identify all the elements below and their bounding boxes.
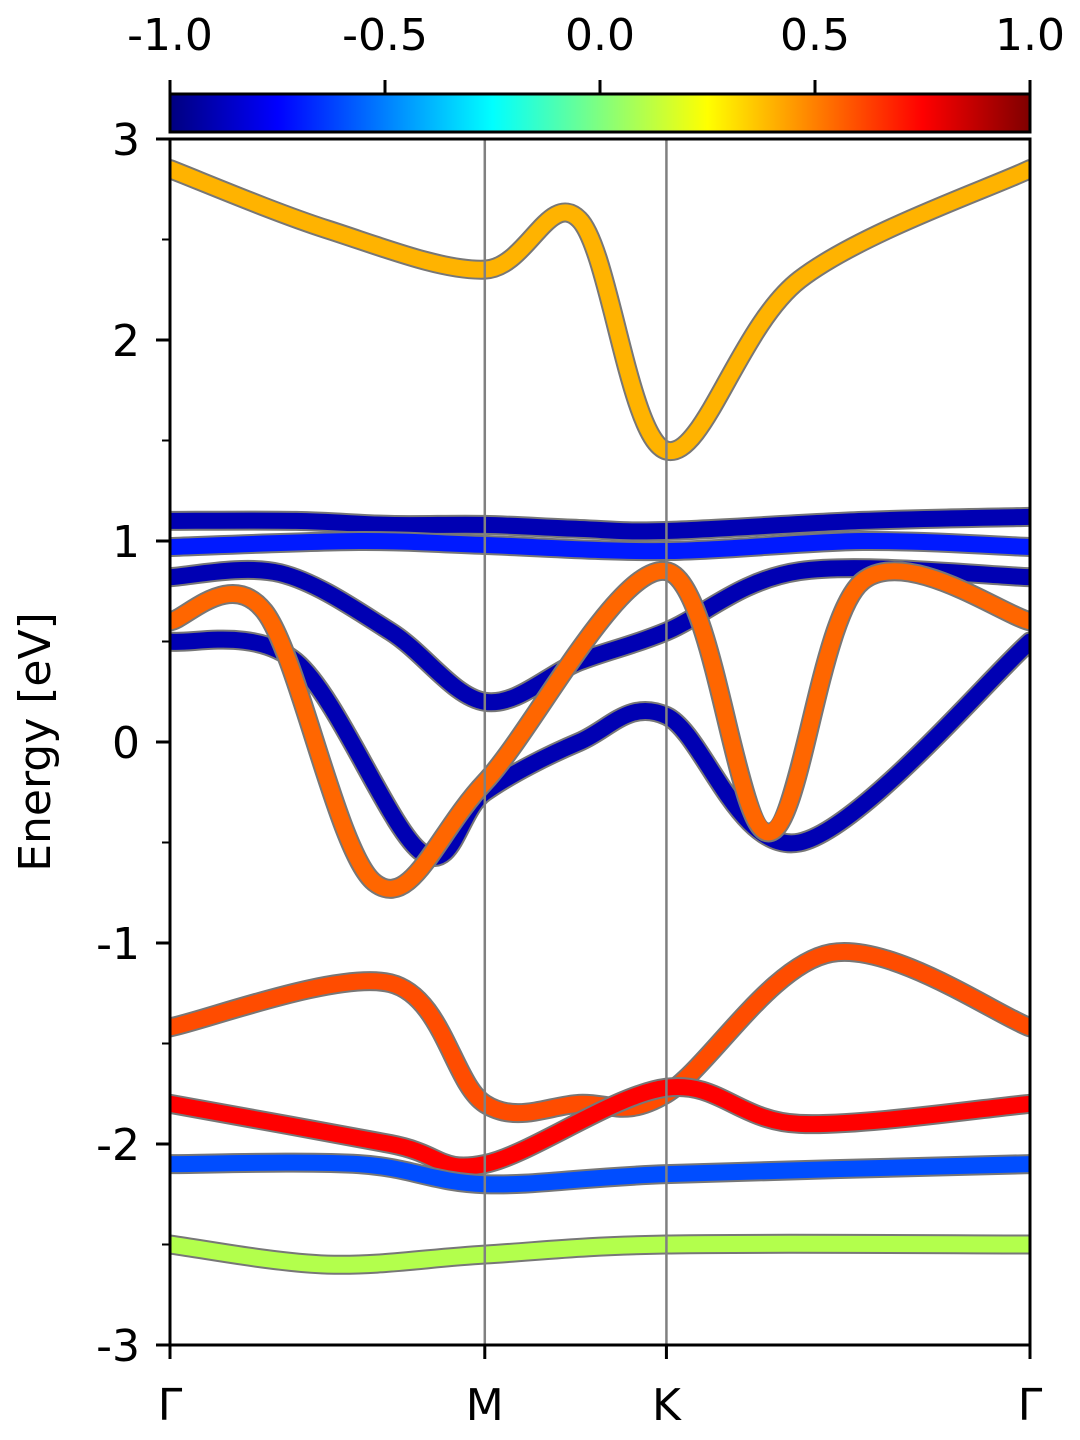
x-tick-label: Γ <box>158 1380 183 1431</box>
colorbar-tick-label: -1.0 <box>127 10 213 61</box>
y-tick-label: 2 <box>112 316 140 367</box>
y-tick-label: 3 <box>112 115 140 166</box>
band-line <box>170 1235 1030 1273</box>
y-tick-label: -1 <box>96 919 140 970</box>
band-line <box>170 1078 1030 1175</box>
y-tick-label: 1 <box>112 517 140 568</box>
band-line <box>170 1154 1030 1193</box>
band-lines <box>170 159 1030 1275</box>
band-line <box>170 532 1030 560</box>
x-tick-label: K <box>652 1380 682 1431</box>
band-line <box>170 161 1030 459</box>
colorbar-tick-label: 0.5 <box>780 10 850 61</box>
band-line <box>170 631 1030 865</box>
colorbar-ticks: -1.0 -0.5 0.0 0.5 1.0 <box>127 10 1065 94</box>
colorbar-tick-label: 0.0 <box>565 10 635 61</box>
band-line <box>170 563 1030 897</box>
y-tick-label: -3 <box>96 1321 140 1372</box>
y-tick-label: 0 <box>112 718 140 769</box>
colorbar-tick-label: 1.0 <box>995 10 1065 61</box>
y-axis-label: Energy [eV] <box>10 612 61 872</box>
y-axis: 3 2 1 0 -1 -2 -3 <box>96 115 170 1372</box>
x-tick-label: Γ <box>1018 1380 1043 1431</box>
high-symmetry-lines <box>483 139 668 1345</box>
band-outline <box>170 941 1030 1124</box>
colorbar-tick-label: -0.5 <box>342 10 428 61</box>
colorbar-gradient <box>168 92 1032 134</box>
band-line <box>170 508 1030 540</box>
x-tick-label: M <box>466 1380 504 1431</box>
band-line <box>170 943 1030 1122</box>
colorbar: -1.0 -0.5 0.0 0.5 1.0 <box>127 10 1065 134</box>
y-tick-label: -2 <box>96 1120 140 1171</box>
